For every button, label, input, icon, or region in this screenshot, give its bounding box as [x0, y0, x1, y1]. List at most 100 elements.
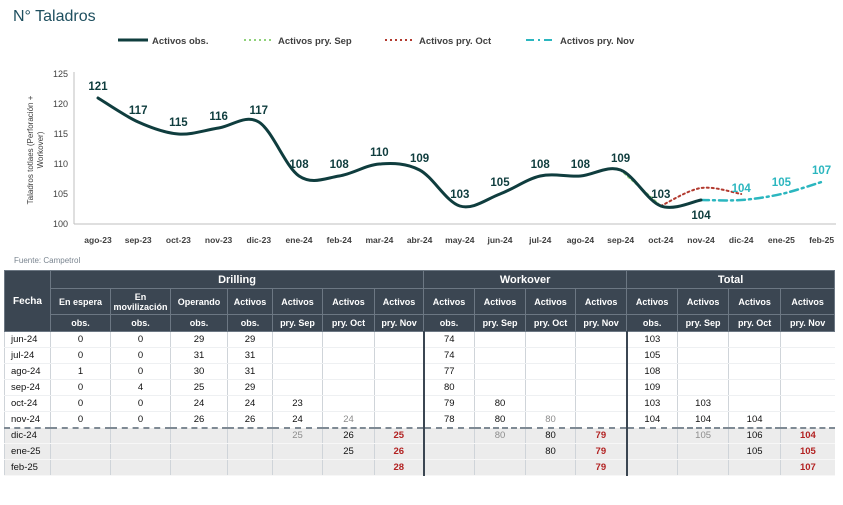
- table-cell: [625, 426, 678, 444]
- x-tick-label: oct-23: [166, 235, 191, 245]
- table-cell: 79: [575, 426, 627, 444]
- table-cell: 0: [50, 395, 111, 412]
- table-cell: [373, 347, 424, 364]
- table-cell: [525, 379, 576, 396]
- column-subheader: pry. Nov: [575, 314, 628, 332]
- table-cell: [110, 426, 171, 444]
- table-cell: [728, 331, 781, 348]
- table-cell: 104: [728, 411, 781, 428]
- column-subheader: obs.: [50, 314, 111, 332]
- drilling-header: Drilling: [49, 270, 425, 289]
- table-cell: [322, 363, 375, 380]
- x-tick-label: sep-24: [607, 235, 634, 245]
- table-cell: 0: [110, 411, 171, 428]
- table-row: jul-24 0 0 31 31 74 105: [4, 347, 835, 364]
- fecha-cell: ago-24: [4, 363, 51, 380]
- data-label: 115: [169, 117, 188, 129]
- table-cell: 80: [422, 379, 475, 396]
- table-cell: [272, 363, 323, 380]
- x-tick-label: dic-23: [247, 235, 272, 245]
- data-label: 117: [129, 105, 148, 117]
- table-cell: [272, 347, 323, 364]
- table-cell: [525, 395, 576, 412]
- table-cell: 105: [677, 426, 729, 444]
- table-cell: [422, 443, 475, 460]
- table-cell: [677, 363, 729, 380]
- table-cell: [272, 459, 323, 476]
- data-label: 104: [691, 210, 711, 222]
- table-cell: 25: [170, 379, 228, 396]
- table-cell: 24: [322, 411, 375, 428]
- table-cell: 4: [110, 379, 171, 396]
- data-label: 103: [651, 189, 670, 201]
- table-cell: [728, 395, 781, 412]
- table-cell: 106: [728, 426, 781, 444]
- table-cell: 103: [677, 395, 729, 412]
- table-cell: [677, 443, 729, 460]
- table-cell: [677, 379, 729, 396]
- legend-label: Activos pry. Sep: [278, 36, 352, 47]
- table-cell: 103: [625, 395, 678, 412]
- table-cell: 80: [474, 411, 526, 428]
- table-cell: [474, 331, 526, 348]
- table-cell: 31: [227, 363, 273, 380]
- table-cell: [272, 379, 323, 396]
- x-tick-label: may-24: [445, 235, 475, 245]
- series-line: [699, 180, 823, 202]
- column-header: Operando: [170, 288, 228, 315]
- source-note: Fuente: Campetrol: [14, 256, 81, 265]
- table-cell: 107: [780, 459, 835, 476]
- series-line: [659, 186, 743, 207]
- y-tick-label: 110: [54, 159, 68, 169]
- table-cell: 79: [422, 395, 475, 412]
- table-cell: [780, 363, 835, 380]
- table-cell: [227, 459, 273, 476]
- series-line: [96, 96, 703, 209]
- total-header: Total: [626, 270, 836, 289]
- legend-label: Activos pry. Nov: [560, 36, 635, 47]
- table-cell: [780, 331, 835, 348]
- data-label: 107: [812, 165, 831, 177]
- data-label: 108: [330, 159, 350, 171]
- table-cell: [373, 331, 424, 348]
- column-header: En movilización: [110, 288, 171, 315]
- table-cell: [272, 443, 323, 460]
- table-cell: 74: [422, 331, 475, 348]
- table-cell: [322, 379, 375, 396]
- legend-label: Activos obs.: [152, 36, 209, 47]
- table-row: ago-24 1 0 30 31 77 108: [4, 363, 835, 380]
- column-subheader: pry. Oct: [525, 314, 577, 332]
- x-tick-label: mar-24: [365, 235, 393, 245]
- y-axis-label: Taladros totlaes (Perforación +Workover): [26, 95, 45, 204]
- x-tick-label: oct-24: [648, 235, 673, 245]
- table-cell: [780, 395, 835, 412]
- line-chart: 100 105 110 115 120 125 ago-23 sep-23 oct-23 nov-…: [26, 36, 836, 245]
- table-cell: [780, 411, 835, 428]
- table-cell: 80: [525, 426, 576, 444]
- table-cell: 105: [625, 347, 678, 364]
- table-cell: 105: [780, 443, 835, 460]
- table-cell: 0: [110, 331, 171, 348]
- table-cell: 26: [373, 443, 424, 460]
- table-body: jun-24 0 0 29 29 74 103 jul-24 0 0 31 31 74 105 ago-24…: [4, 331, 835, 476]
- data-label: 108: [289, 159, 309, 171]
- table-cell: [575, 379, 627, 396]
- column-header: Activos: [728, 288, 782, 315]
- data-label: 117: [250, 105, 269, 117]
- table-cell: [525, 331, 576, 348]
- column-subheader: obs.: [170, 314, 228, 332]
- table-row: ene-25 25 26 80 79 105 105: [4, 443, 835, 460]
- column-subheader: pry. Nov: [373, 314, 425, 332]
- column-header: Activos: [575, 288, 628, 315]
- table-cell: 24: [170, 395, 228, 412]
- fecha-header: Fecha: [4, 270, 51, 332]
- column-subheader: pry. Oct: [322, 314, 375, 332]
- data-label: 105: [490, 177, 510, 189]
- column-header: Activos: [474, 288, 527, 315]
- column-header: Activos: [423, 288, 476, 315]
- table-row: feb-25 28 79 107: [4, 459, 835, 476]
- table-cell: [474, 379, 526, 396]
- table-cell: 0: [110, 363, 171, 380]
- table-row: jun-24 0 0 29 29 74 103: [4, 331, 835, 348]
- table-cell: [227, 426, 273, 444]
